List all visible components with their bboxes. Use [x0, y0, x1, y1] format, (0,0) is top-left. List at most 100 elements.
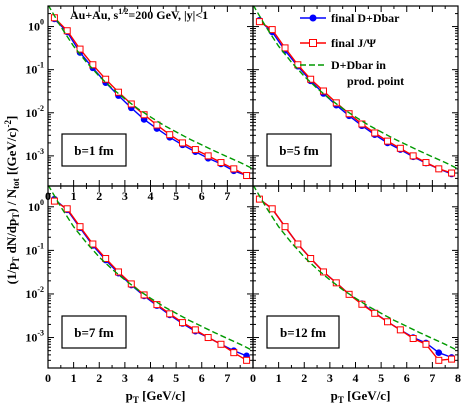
data-point-jpsi [243, 172, 251, 180]
legend: final D+Dbar final J/Ψ D+Dbar in prod. p… [300, 11, 404, 88]
data-point-jpsi [332, 99, 340, 107]
data-point-jpsi [102, 255, 110, 263]
annotation-sup: 1/2 [118, 7, 128, 16]
data-point-jpsi [448, 169, 456, 177]
panel-label: b=12 fm [280, 325, 326, 340]
series-group [253, 186, 458, 364]
y-axis-label: (1/pT dN/dpT) / Ntot [(GeV/c)-2] [3, 116, 21, 285]
data-point-jpsi [409, 152, 417, 160]
x-axis-label-sub: T [133, 395, 139, 405]
data-point-jpsi [230, 349, 238, 357]
data-point-jpsi [371, 309, 379, 317]
y-tick-label: 10-2 [25, 104, 44, 120]
panel-1: b=5 fm [252, 5, 459, 187]
y-tick-base: 10 [25, 63, 37, 77]
panel-label: b=1 fm [74, 143, 114, 158]
x-axis-label-a: p [331, 388, 338, 403]
panel-frame [252, 185, 459, 369]
y-tick-exponent: 0 [40, 198, 44, 207]
x-axis-label-b: [GeV/c] [344, 388, 391, 403]
data-point-jpsi [102, 75, 110, 83]
x-tick-label: 0 [250, 371, 256, 385]
data-point-jpsi [384, 318, 392, 326]
data-point-jpsi [307, 255, 315, 263]
y-tick-exponent: -1 [37, 241, 44, 250]
data-point-jpsi [448, 355, 456, 363]
y-tick-label: 100 [28, 198, 44, 214]
y-tick-exponent: -2 [37, 104, 44, 113]
data-point-jpsi [179, 139, 187, 147]
x-tick-label: 5 [173, 371, 179, 385]
series-line-2 [48, 186, 253, 352]
data-point-jpsi [63, 205, 71, 213]
data-point-jpsi [422, 340, 430, 348]
series-line-1 [54, 200, 247, 361]
data-point-jpsi [281, 223, 289, 231]
series-line-1 [53, 17, 247, 177]
data-point-jpsi [396, 144, 404, 152]
legend-label-prod-2: prod. point [347, 74, 404, 88]
annotation-b: =200 GeV, |y|<1 [128, 8, 208, 22]
y-tick-exponent: -2 [37, 285, 44, 294]
legend-label-ddbar: final D+Dbar [331, 11, 400, 25]
x-axis-label-sub: T [338, 395, 344, 405]
x-tick-label: 1 [71, 371, 77, 385]
data-point-jpsi [204, 152, 212, 160]
panel-label-box [61, 133, 127, 167]
collision-annotation: Au+Au, s1/2=200 GeV, |y|<1 [70, 7, 208, 22]
x-tick-label: 1 [71, 189, 77, 203]
y-tick-label: 10-1 [25, 61, 44, 77]
y-tick-base: 10 [28, 20, 40, 34]
y-axis-label-sub2: T [11, 213, 21, 219]
data-point-jpsi [166, 131, 174, 139]
data-point-jpsi [396, 326, 404, 334]
data-point-jpsi [191, 146, 199, 154]
series-line-1 [259, 21, 452, 174]
x-tick-label: 7 [224, 189, 230, 203]
data-point-jpsi [76, 45, 84, 53]
legend-label-jpsi: final J/Ψ [331, 36, 377, 50]
data-point-jpsi [371, 129, 379, 137]
y-tick-label: 10-3 [25, 147, 44, 163]
y-tick-exponent: -1 [37, 61, 44, 70]
series-line-2 [48, 6, 253, 170]
data-point-jpsi [166, 310, 174, 318]
y-axis-label-c: ) / N [4, 188, 19, 212]
y-tick-base: 10 [25, 287, 37, 301]
y-axis-label-units-sup: -2 [3, 119, 13, 127]
annotation-a: Au+Au, s [70, 8, 119, 22]
legend-label-prod: D+Dbar in [331, 58, 386, 72]
data-point-jpsi [114, 88, 122, 96]
series-line-1 [258, 198, 452, 362]
y-tick-label: 10-2 [25, 285, 44, 301]
y-axis-label-a: (1/p [4, 263, 19, 285]
x-tick-label: 3 [122, 371, 128, 385]
x-tick-label: 7 [224, 371, 230, 385]
data-point-jpsi [358, 120, 366, 128]
legend-marker-ddbar [309, 14, 317, 22]
data-point-jpsi [435, 356, 443, 364]
series-group [48, 186, 253, 364]
data-point-jpsi [307, 75, 315, 83]
y-axis-label-units: [(GeV/c) [4, 127, 19, 175]
y-tick-label: 10-3 [25, 329, 44, 345]
x-axis-label-a: p [126, 388, 133, 403]
data-point-jpsi [76, 223, 84, 231]
y-tick-label: 100 [28, 18, 44, 34]
data-point-jpsi [230, 165, 238, 173]
data-point-jpsi [294, 240, 302, 248]
y-tick-base: 10 [25, 331, 37, 345]
y-tick-base: 10 [25, 149, 37, 163]
y-tick-base: 10 [28, 200, 40, 214]
series-group [253, 6, 458, 178]
data-point-jpsi [140, 291, 148, 299]
data-point-jpsi [50, 197, 58, 205]
series-line-2 [253, 6, 458, 170]
series-group [48, 6, 253, 180]
data-point-jpsi [89, 61, 97, 69]
data-point-jpsi [255, 18, 263, 26]
panel-label: b=5 fm [279, 143, 319, 158]
